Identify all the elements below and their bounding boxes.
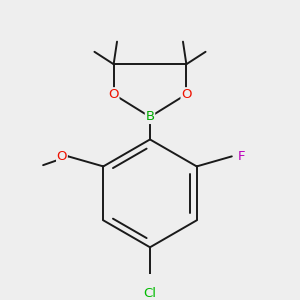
Text: Cl: Cl [143, 287, 157, 300]
Text: O: O [57, 150, 67, 163]
Text: O: O [181, 88, 192, 101]
Text: O: O [108, 88, 119, 101]
Text: B: B [146, 110, 154, 123]
Text: F: F [238, 150, 245, 163]
